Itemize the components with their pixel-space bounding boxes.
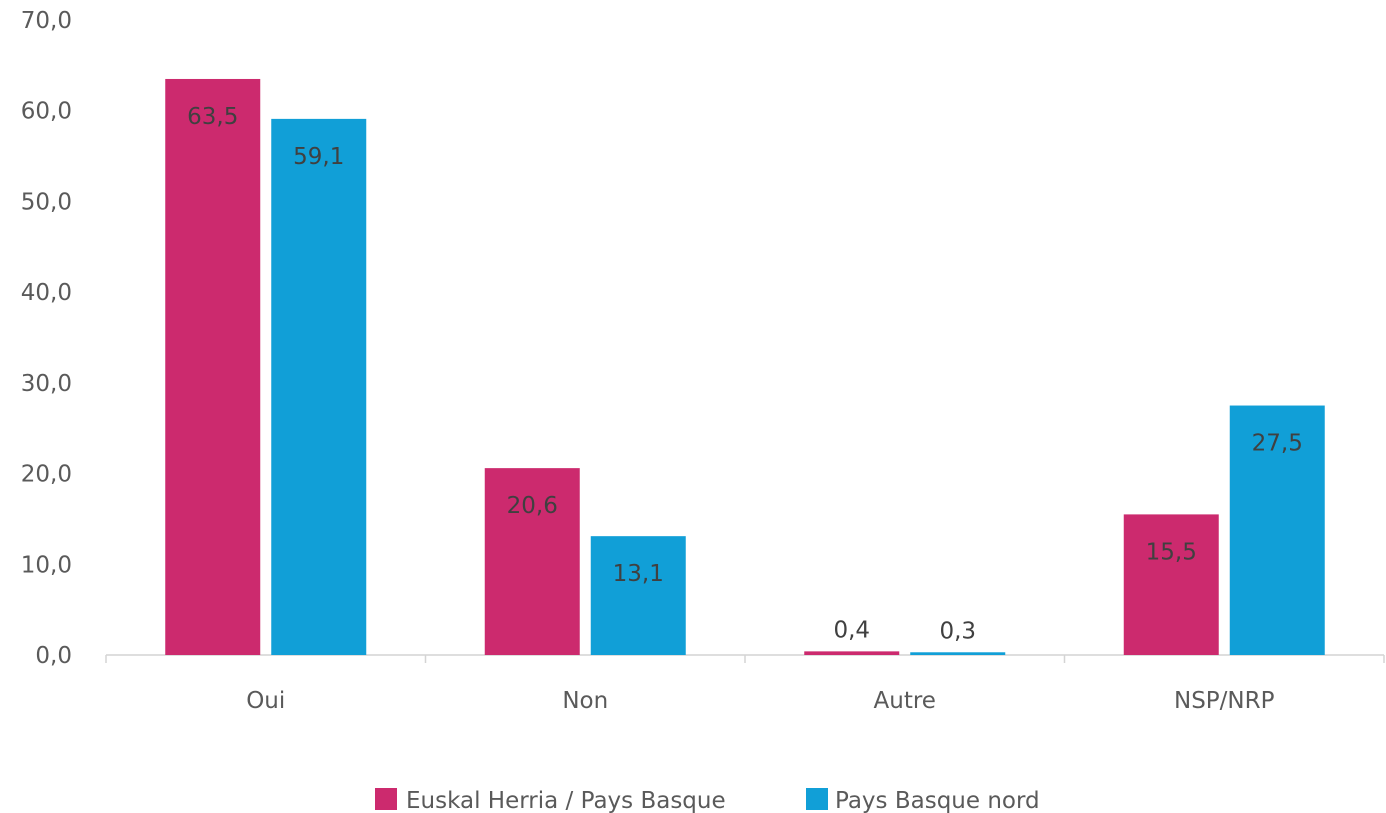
y-tick-label: 20,0 — [21, 462, 72, 488]
bar-pays-basque-nord — [1229, 405, 1325, 655]
data-label: 63,5 — [187, 104, 238, 130]
x-tick-label: Oui — [246, 688, 285, 714]
x-tick-label: NSP/NRP — [1174, 688, 1275, 714]
bar-pays-basque-nord — [590, 536, 686, 655]
y-tick-label: 40,0 — [21, 280, 72, 306]
bar-euskal-herria — [1123, 514, 1219, 655]
y-axis: 0,0 10,0 20,0 30,0 40,0 50,0 60,0 70,0 — [21, 8, 72, 669]
bar-euskal-herria — [804, 651, 900, 655]
y-tick-label: 0,0 — [35, 643, 72, 669]
data-label: 20,6 — [507, 493, 558, 519]
y-tick-label: 60,0 — [21, 99, 72, 125]
data-label: 13,1 — [613, 561, 664, 587]
y-tick-label: 10,0 — [21, 552, 72, 578]
y-tick-label: 30,0 — [21, 371, 72, 397]
legend-label: Pays Basque nord — [835, 788, 1040, 813]
data-label: 15,5 — [1146, 539, 1197, 565]
legend-swatch — [375, 788, 397, 810]
legend: Euskal Herria / Pays Basque Pays Basque n… — [375, 788, 1040, 813]
x-tick-label: Autre — [874, 688, 936, 714]
x-tick-label: Non — [562, 688, 608, 714]
bar-euskal-herria — [484, 468, 580, 655]
y-tick-label: 50,0 — [21, 189, 72, 215]
data-label: 27,5 — [1252, 431, 1303, 457]
bar-pays-basque-nord — [910, 652, 1006, 655]
data-label: 0,3 — [939, 618, 976, 644]
y-tick-label: 70,0 — [21, 8, 72, 34]
data-label: 59,1 — [293, 144, 344, 170]
legend-swatch — [806, 788, 828, 810]
bar-euskal-herria — [165, 78, 261, 655]
data-label: 0,4 — [833, 617, 870, 643]
legend-label: Euskal Herria / Pays Basque — [406, 788, 726, 813]
bars: 63,5 59,1 20,6 13,1 0,4 0,3 15,5 27,5 — [165, 78, 1325, 656]
bar-pays-basque-nord — [271, 118, 367, 656]
x-axis: Oui Non Autre NSP/NRP — [105, 654, 1385, 714]
